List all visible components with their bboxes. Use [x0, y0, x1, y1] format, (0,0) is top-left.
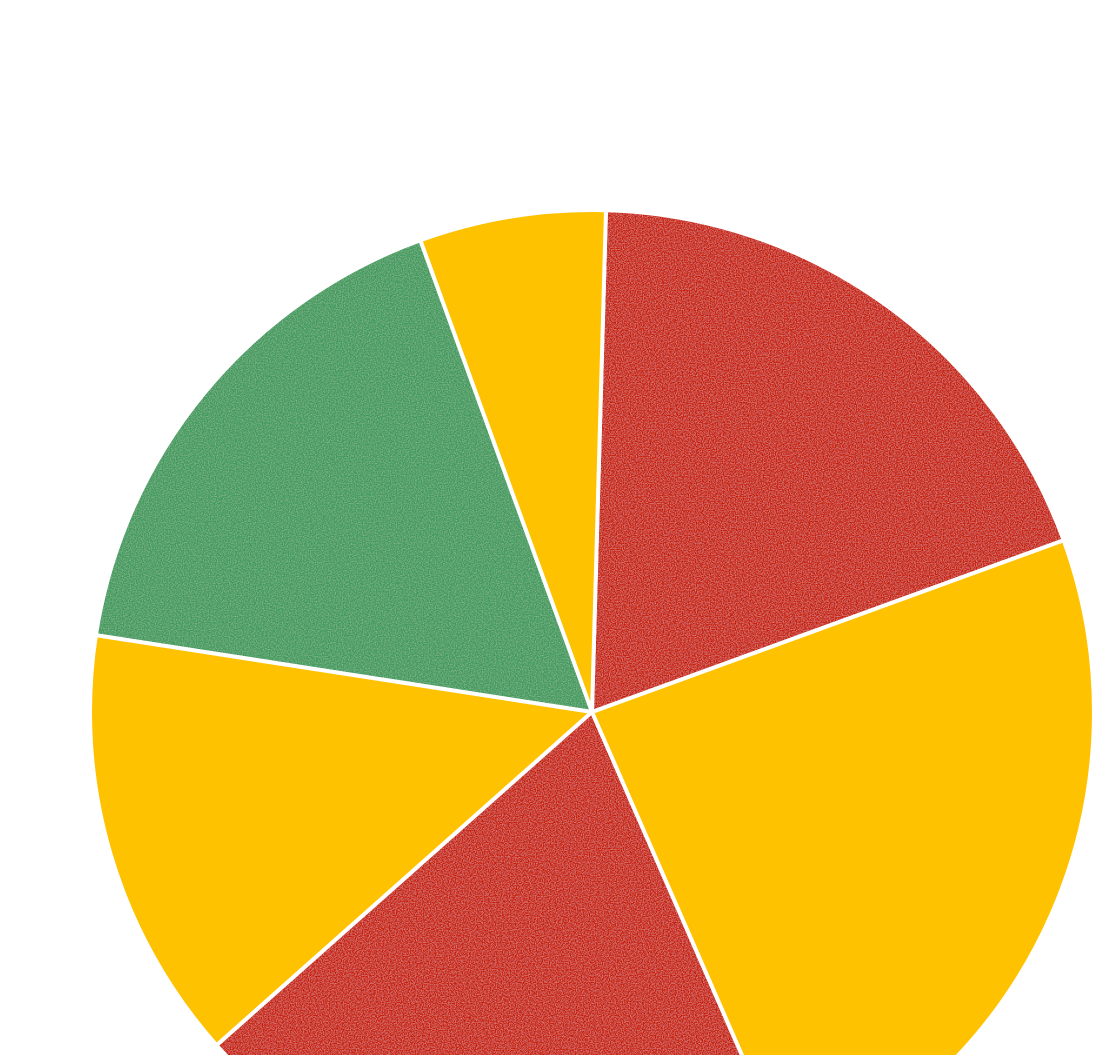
pie-slice-3 [93, 238, 594, 714]
pie-slice-6 [590, 538, 1096, 1055]
pie-slice-1 [590, 208, 1066, 714]
pie-slice-4 [88, 633, 594, 1048]
pie-slice-2 [418, 208, 608, 714]
pie-slices [88, 208, 1096, 1055]
pie-slice-5 [214, 710, 745, 1055]
